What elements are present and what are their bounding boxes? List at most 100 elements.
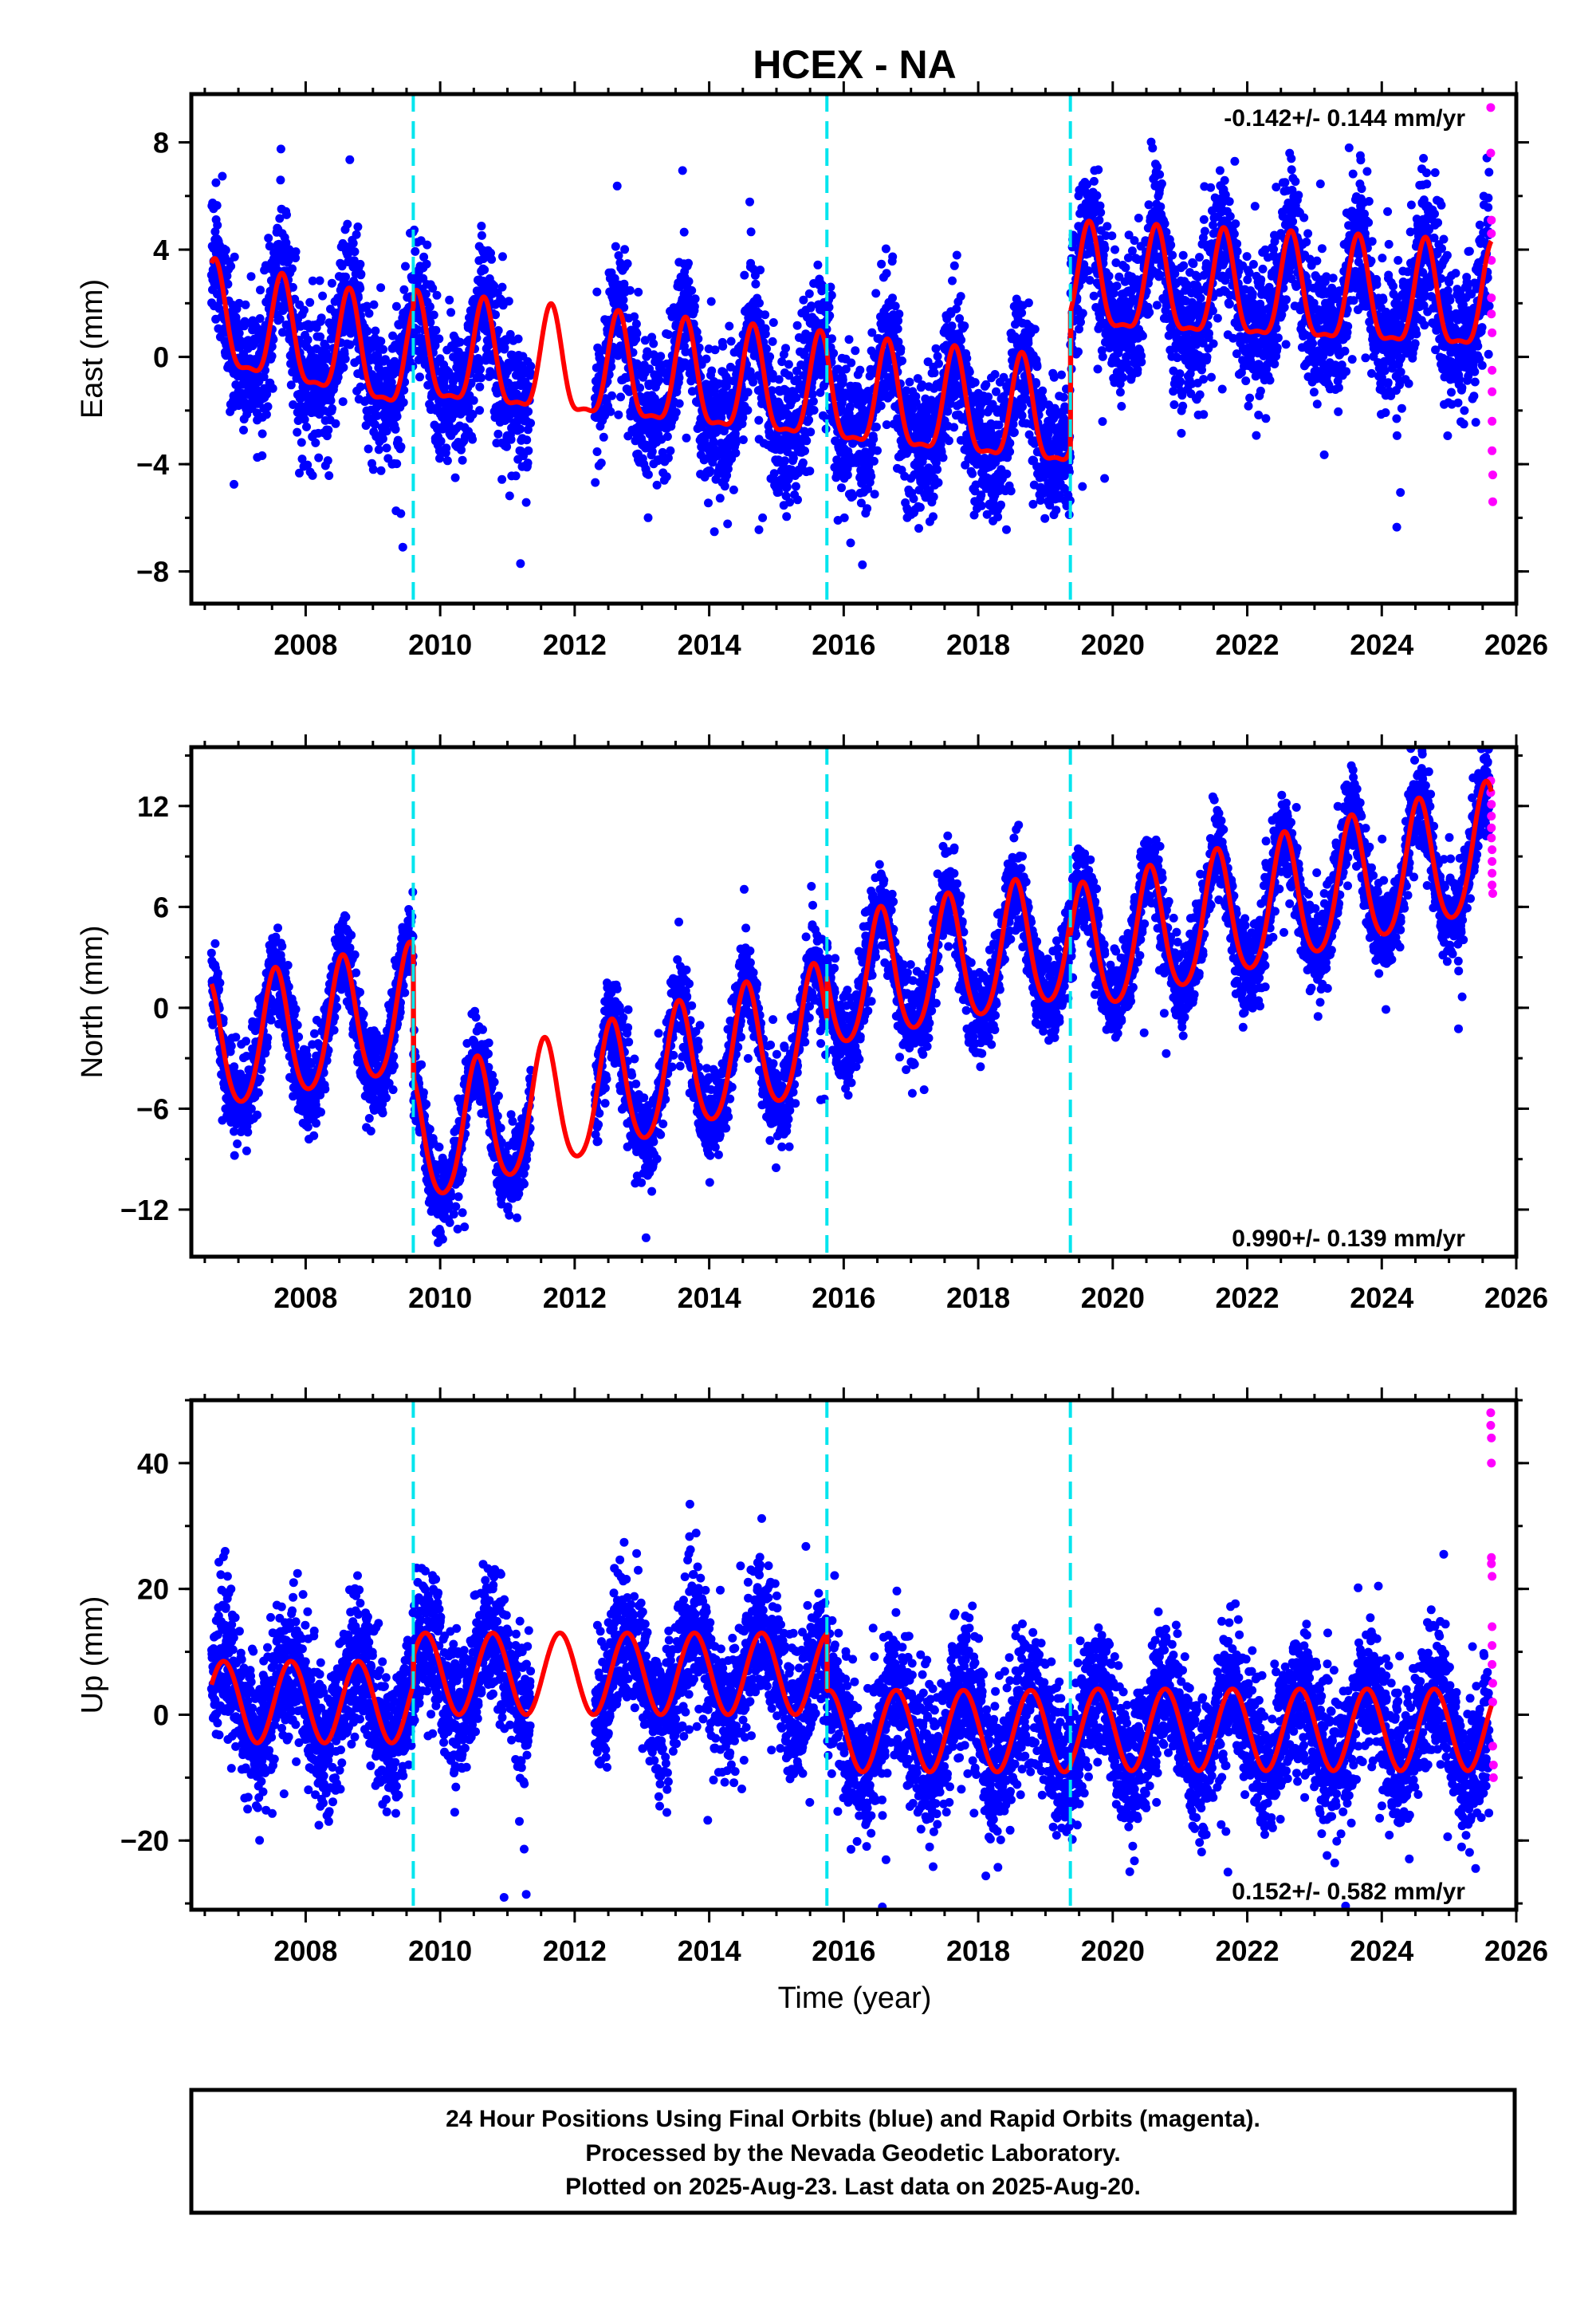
east-final-point xyxy=(782,512,792,521)
east-final-point xyxy=(475,382,485,392)
east-final-point xyxy=(315,276,324,285)
east-final-point xyxy=(324,471,334,480)
east-final-point xyxy=(997,500,1005,510)
east-final-point xyxy=(761,329,770,339)
east-final-point xyxy=(838,375,847,384)
east-final-point xyxy=(1078,482,1087,491)
east-final-point xyxy=(710,527,719,537)
east-final-point xyxy=(715,494,725,503)
east-final-point xyxy=(1175,369,1185,379)
east-final-point xyxy=(212,201,222,211)
east-final-point xyxy=(516,424,525,434)
east-final-point xyxy=(493,429,503,439)
east-final-point xyxy=(827,290,836,300)
east-final-point xyxy=(792,321,802,330)
east-final-point xyxy=(226,262,236,271)
east-final-point xyxy=(396,442,406,451)
east-final-point xyxy=(392,411,402,421)
east-final-point xyxy=(965,368,974,376)
east-final-point xyxy=(738,413,748,423)
east-final-point xyxy=(707,366,717,376)
east-final-point xyxy=(308,470,317,480)
east-final-point xyxy=(1177,428,1186,438)
east-final-point xyxy=(934,359,943,368)
east-final-point xyxy=(378,434,387,443)
east-final-point xyxy=(267,352,277,361)
east-final-point xyxy=(268,384,277,393)
east-final-point xyxy=(261,410,271,419)
east-final-point xyxy=(321,342,330,352)
east-panel: 2008 2010 2012 2014 2016 2018 2020 2022 2024 2026… xyxy=(76,81,1548,661)
east-final-point xyxy=(291,247,301,257)
east-final-point xyxy=(1104,271,1114,281)
east-final-point xyxy=(949,423,959,432)
east-final-point xyxy=(746,227,756,237)
east-final-point xyxy=(758,513,768,522)
east-final-point xyxy=(743,388,753,397)
east-final-point xyxy=(1115,388,1125,397)
east-final-point xyxy=(343,219,352,229)
east-final-point xyxy=(399,398,408,407)
east-final-point xyxy=(709,437,718,447)
east-final-point xyxy=(769,318,778,327)
east-final-point xyxy=(477,222,486,230)
east-final-point xyxy=(293,427,302,437)
east-final-point xyxy=(607,391,616,400)
east-final-point xyxy=(239,425,248,435)
east-final-point xyxy=(933,465,942,474)
east-final-point xyxy=(1024,298,1033,308)
east-final-point xyxy=(1179,261,1189,270)
east-final-point xyxy=(450,473,460,482)
east-final-point xyxy=(259,372,269,382)
east-final-point xyxy=(1005,439,1015,448)
east-final-point xyxy=(282,210,291,219)
east-final-point xyxy=(1040,514,1050,523)
east-final-point xyxy=(632,329,642,338)
east-final-point xyxy=(316,332,325,341)
east-final-point xyxy=(413,325,423,334)
east-final-point xyxy=(401,262,410,271)
east-final-point xyxy=(930,368,939,378)
east-final-point xyxy=(356,270,366,279)
east-final-point xyxy=(620,245,630,254)
east-final-point xyxy=(1112,281,1122,291)
east-final-point xyxy=(353,222,363,231)
east-final-point xyxy=(933,352,942,361)
east-final-point xyxy=(1144,200,1154,210)
east-final-point xyxy=(1169,400,1179,409)
east-final-point xyxy=(297,455,307,464)
east-final-point xyxy=(524,446,533,455)
east-final-point xyxy=(345,340,355,349)
east-final-point xyxy=(524,407,533,416)
east-final-point xyxy=(619,295,628,305)
east-final-point xyxy=(754,525,764,534)
east-final-point xyxy=(318,291,328,301)
east-final-point xyxy=(379,344,388,354)
east-final-point xyxy=(704,498,713,508)
east-final-point xyxy=(284,256,293,265)
east-final-point xyxy=(662,432,672,441)
east-final-point xyxy=(348,238,358,248)
east-final-point xyxy=(687,285,697,295)
east-final-point xyxy=(785,498,795,507)
east-final-point xyxy=(477,230,486,240)
east-final-point xyxy=(323,456,332,466)
east-final-point xyxy=(1089,291,1099,301)
east-final-point xyxy=(526,419,536,428)
east-final-point xyxy=(869,456,879,466)
east-final-point xyxy=(469,396,478,405)
east-final-point xyxy=(328,404,337,413)
east-final-point xyxy=(666,446,675,455)
east-final-point xyxy=(844,335,854,344)
east-final-point xyxy=(726,336,736,346)
east-final-point xyxy=(729,485,738,494)
east-final-point xyxy=(947,321,957,331)
east-final-point xyxy=(230,252,239,262)
east-final-point xyxy=(1093,364,1103,374)
east-final-point xyxy=(738,435,748,444)
east-final-point xyxy=(302,422,311,431)
east-final-point xyxy=(643,470,653,479)
east-final-point xyxy=(1017,308,1027,317)
east-final-point xyxy=(793,495,802,505)
east-final-point xyxy=(497,282,507,292)
